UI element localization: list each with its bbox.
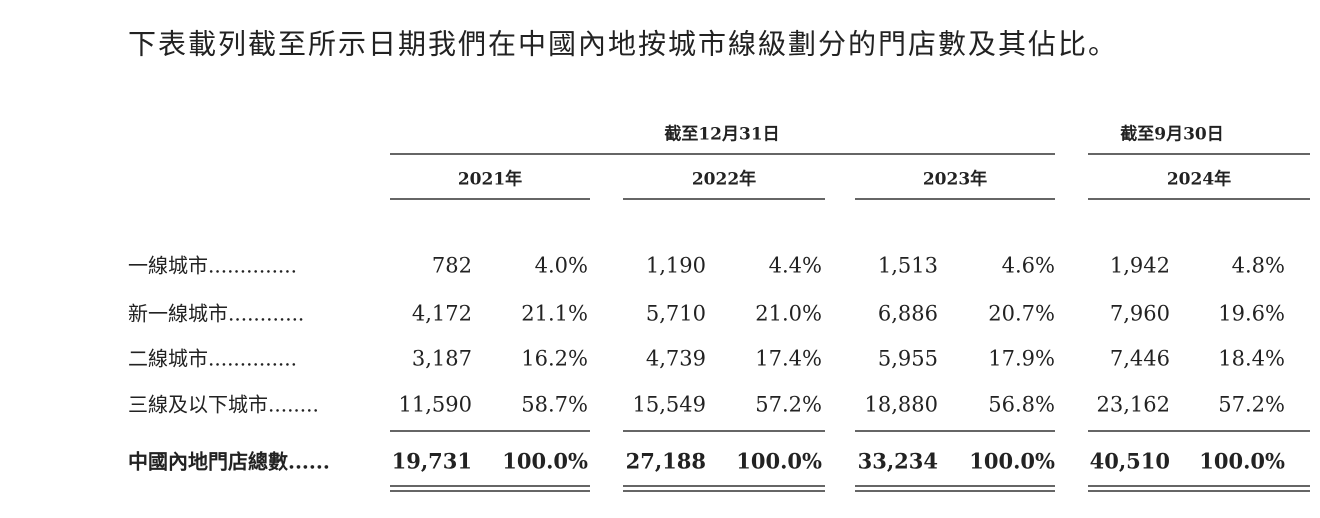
year-header: 2021年 xyxy=(458,169,522,190)
row-label: 三線及以下城市........ xyxy=(128,393,319,417)
cell: 19,731 xyxy=(392,449,472,474)
cell: 57.2% xyxy=(755,393,822,417)
intro-text: 下表載列截至所示日期我們在中國內地按城市線級劃分的門店數及其佔比。 xyxy=(128,28,1118,61)
year-header: 2022年 xyxy=(692,169,756,190)
cell: 7,960 xyxy=(1110,302,1170,326)
cell: 11,590 xyxy=(399,393,472,417)
cell: 3,187 xyxy=(412,347,472,371)
cell: 782 xyxy=(432,254,472,278)
cell: 56.8% xyxy=(988,393,1055,417)
cell: 23,162 xyxy=(1097,393,1170,417)
cell: 4.4% xyxy=(769,254,822,278)
cell: 7,446 xyxy=(1110,347,1170,371)
group-header: 截至12月31日 xyxy=(664,124,779,145)
cell: 19.6% xyxy=(1218,302,1285,326)
cell: 100.0% xyxy=(502,449,588,474)
cell: 4.8% xyxy=(1232,254,1285,278)
cell: 27,188 xyxy=(626,449,706,474)
cell: 17.9% xyxy=(988,347,1055,371)
cell: 20.7% xyxy=(988,302,1055,326)
cell: 33,234 xyxy=(858,449,938,474)
cell: 21.1% xyxy=(521,302,588,326)
cell: 58.7% xyxy=(521,393,588,417)
cell: 6,886 xyxy=(878,302,938,326)
cell: 4.0% xyxy=(535,254,588,278)
cell: 4,172 xyxy=(412,302,472,326)
row-label: 一線城市.............. xyxy=(128,254,297,278)
cell: 1,513 xyxy=(878,254,938,278)
cell: 18,880 xyxy=(865,393,938,417)
row-label: 二線城市.............. xyxy=(128,347,297,371)
cell: 16.2% xyxy=(521,347,588,371)
cell: 15,549 xyxy=(633,393,706,417)
cell: 1,942 xyxy=(1110,254,1170,278)
cell: 5,955 xyxy=(878,347,938,371)
cell: 40,510 xyxy=(1090,449,1170,474)
cell: 1,190 xyxy=(646,254,706,278)
year-header: 2023年 xyxy=(923,169,987,190)
cell: 18.4% xyxy=(1218,347,1285,371)
group-header: 截至9月30日 xyxy=(1120,124,1224,145)
cell: 100.0% xyxy=(1199,449,1285,474)
cell: 100.0% xyxy=(736,449,822,474)
cell: 4,739 xyxy=(646,347,706,371)
cell: 21.0% xyxy=(755,302,822,326)
row-label: 新一線城市............ xyxy=(128,302,304,326)
cell: 17.4% xyxy=(755,347,822,371)
cell: 5,710 xyxy=(646,302,706,326)
year-header: 2024年 xyxy=(1167,169,1231,190)
row-label: 中國內地門店總數...... xyxy=(128,450,330,474)
cell: 100.0% xyxy=(969,449,1055,474)
cell: 57.2% xyxy=(1218,393,1285,417)
cell: 4.6% xyxy=(1002,254,1055,278)
